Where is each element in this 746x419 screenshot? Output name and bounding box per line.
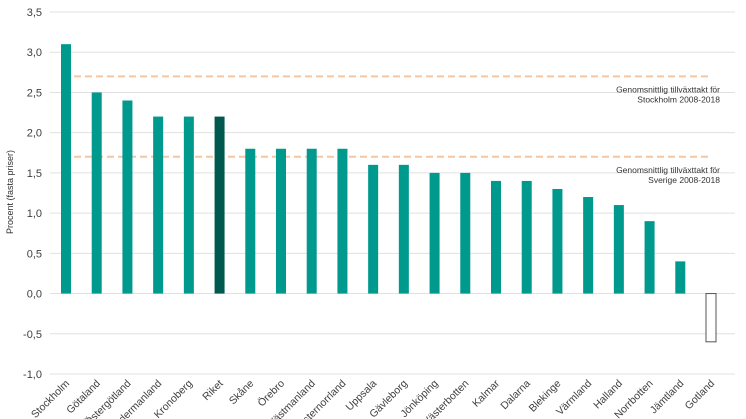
bar-västernorrland — [337, 148, 348, 294]
bar-uppsala — [368, 164, 379, 294]
bar-kalmar — [491, 180, 501, 294]
bar-riket — [214, 116, 225, 294]
bar-södermanland — [153, 116, 164, 294]
bar-kronoberg — [183, 116, 194, 294]
reference-labels: Genomsnittlig tillväxttakt förStockholm … — [616, 84, 720, 184]
category-label: Kalmar — [470, 377, 502, 409]
bar-götaland — [91, 92, 102, 294]
y-tick-label: -1,0 — [23, 369, 42, 381]
y-tick-label: 1,0 — [27, 208, 42, 220]
bar-gotland — [705, 293, 717, 343]
y-axis-label: Procent (fasta priser) — [5, 150, 15, 234]
bar-värmland — [583, 197, 594, 294]
reference-label: Stockholm 2008-2018 — [637, 94, 720, 104]
bar-västerbotten — [460, 172, 471, 294]
bars — [61, 44, 717, 343]
bar-halland — [613, 205, 624, 294]
category-label: Stockholm — [29, 377, 72, 419]
y-tick-label: 0,0 — [27, 289, 42, 301]
y-tick-label: 2,5 — [27, 87, 42, 99]
reference-label: Genomsnittlig tillväxttakt för — [616, 84, 720, 94]
bar-stockholm — [61, 44, 71, 294]
bar-gävleborg — [398, 164, 409, 294]
reference-label: Sverige 2008-2018 — [648, 175, 720, 185]
category-label: Jämtland — [648, 378, 687, 417]
bar-jönköping — [429, 172, 440, 294]
bar-örebro — [276, 148, 286, 294]
bar-östergötland — [122, 100, 133, 294]
category-labels: StockholmGötalandÖstergötlandSödermanlan… — [29, 377, 717, 419]
y-tick-label: 3,0 — [27, 47, 42, 59]
category-label: Riket — [200, 378, 225, 403]
y-tick-label: 1,5 — [27, 168, 42, 180]
bar-dalarna — [521, 180, 532, 294]
reference-label: Genomsnittlig tillväxttakt för — [616, 165, 720, 175]
category-label: Gotland — [683, 378, 718, 413]
bar-norrbotten — [644, 221, 655, 294]
reference-lines — [63, 75, 711, 158]
bar-blekinge — [552, 188, 563, 294]
category-label: Skåne — [227, 378, 257, 408]
y-tick-label: 2,0 — [27, 128, 42, 140]
y-tick-label: -0,5 — [23, 329, 42, 341]
y-tick-label: 3,5 — [27, 7, 42, 19]
y-tick-label: 0,5 — [27, 248, 42, 260]
grid-lines — [50, 11, 735, 375]
bar-västmanland — [306, 148, 317, 294]
y-axis-ticks: -1,0 -0,5 0,0 0,5 1,0 1,5 2,0 2,5 3,0 3,5 — [23, 7, 42, 381]
bar-jämtland — [675, 261, 686, 294]
bar-skåne — [245, 148, 256, 294]
